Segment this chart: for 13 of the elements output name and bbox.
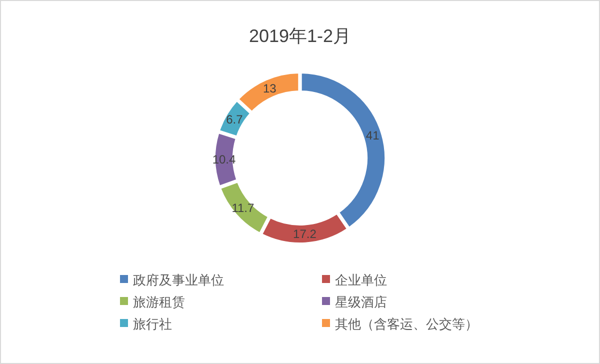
legend-label: 星级酒店 bbox=[335, 294, 387, 310]
chart-title: 2019年1-2月 bbox=[248, 26, 352, 46]
data-label: 41 bbox=[366, 128, 380, 142]
data-label: 13 bbox=[262, 81, 277, 96]
donut-slice bbox=[238, 72, 300, 112]
legend-label: 旅游租赁 bbox=[133, 294, 185, 310]
legend-label: 政府及事业单位 bbox=[133, 272, 224, 288]
legend-label: 旅行社 bbox=[133, 316, 172, 332]
data-label: 17.2 bbox=[293, 226, 317, 241]
legend-label: 企业单位 bbox=[335, 272, 387, 288]
data-label: 11.7 bbox=[232, 201, 254, 216]
legend-label: 其他（含客运、公交等） bbox=[335, 316, 478, 332]
data-label: 6.7 bbox=[226, 112, 244, 127]
